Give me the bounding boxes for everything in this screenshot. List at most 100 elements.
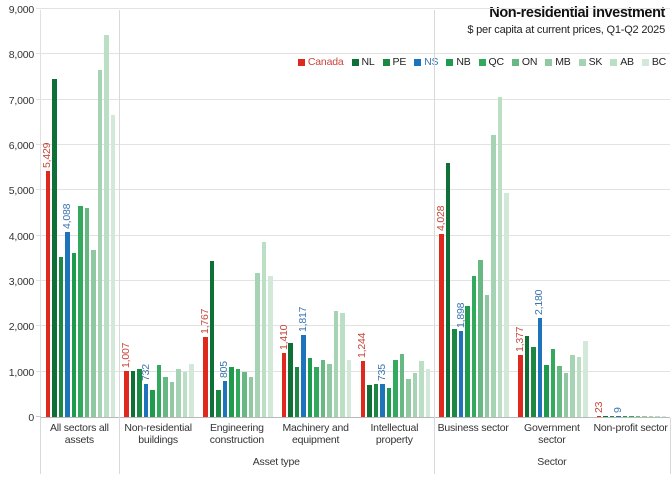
legend-item-qc: QC xyxy=(478,56,504,68)
legend: Canada NL PE NS NB QC ON MB SK AB BC xyxy=(297,56,666,68)
bar-mb xyxy=(406,379,411,417)
legend-item-nb: NB xyxy=(446,56,471,68)
gridline xyxy=(36,234,670,236)
legend-label: AB xyxy=(620,56,634,68)
gridline xyxy=(36,325,670,327)
bar-on xyxy=(84,207,90,417)
bar-ns xyxy=(458,330,464,417)
bar-slot xyxy=(406,10,411,417)
bar-nb xyxy=(71,252,77,417)
bar-slot: 1,817 xyxy=(297,10,309,417)
legend-label: PE xyxy=(392,56,407,68)
bar-canada xyxy=(360,360,366,417)
bar-sk xyxy=(176,368,181,417)
category-label: Non-residential buildings xyxy=(124,422,192,446)
legend-item-nl: NL xyxy=(351,56,375,68)
gridline xyxy=(36,8,670,9)
bar-slot: 9 xyxy=(612,10,624,417)
bar-slot: 805 xyxy=(218,10,230,417)
bar-slot xyxy=(399,10,405,417)
legend-item-ns: NS xyxy=(414,56,439,68)
bar-nl xyxy=(288,343,293,417)
category-label: Non-profit sector xyxy=(593,422,668,434)
bar-sk xyxy=(333,311,339,417)
bar-slot xyxy=(497,10,503,417)
category-label: All sectors all assets xyxy=(49,422,109,446)
legend-swatch xyxy=(578,58,586,66)
bar-slot: 2,180 xyxy=(533,10,545,417)
bar-mb xyxy=(327,363,332,417)
bar-slot: 23 xyxy=(593,10,605,417)
bar-slot xyxy=(386,10,392,417)
bar-slot xyxy=(235,10,241,417)
bar-slot xyxy=(603,10,608,417)
bar-bc xyxy=(504,192,509,417)
bar-slot: 1,410 xyxy=(278,10,290,417)
legend-item-on: ON xyxy=(511,56,538,68)
bar-slot xyxy=(412,10,418,417)
bar-ab xyxy=(655,416,660,417)
bar-slot xyxy=(550,10,556,417)
y-tick-label: 5,000 xyxy=(8,185,34,198)
category-label: Intellectual property xyxy=(370,422,419,446)
bar-pe xyxy=(609,416,615,417)
bar-slot xyxy=(327,10,332,417)
bar-slot xyxy=(346,10,352,417)
gridline xyxy=(36,98,670,100)
bar-ab xyxy=(497,97,503,417)
legend-item-bc: BC xyxy=(641,56,666,68)
y-tick-label: 9,000 xyxy=(8,4,34,16)
bar-qc xyxy=(314,366,319,417)
bar-qc xyxy=(471,275,477,417)
bar-slot xyxy=(84,10,90,417)
legend-label: ON xyxy=(521,56,538,68)
bar-qc xyxy=(156,364,162,417)
bar-bc xyxy=(189,363,194,417)
gridline xyxy=(36,280,670,281)
category-label: Machinery and equipment xyxy=(282,422,349,446)
bar-slot xyxy=(242,10,247,417)
bar-group: 1,244 735 xyxy=(356,10,435,417)
bar-slot xyxy=(373,10,379,417)
bar-group: 1,410 1,817 xyxy=(277,10,356,417)
bar-canada xyxy=(439,234,444,417)
bar-slot: 735 xyxy=(376,10,388,417)
bar-slot xyxy=(524,10,530,417)
bar-nb xyxy=(544,365,549,417)
bar-canada xyxy=(203,336,208,417)
bar-slot xyxy=(333,10,339,417)
bar-nl xyxy=(524,335,530,417)
bar-bc xyxy=(661,416,667,417)
section-label: Asset type xyxy=(252,456,300,468)
legend-label: MB xyxy=(555,56,571,68)
legend-swatch xyxy=(297,58,305,66)
legend-swatch xyxy=(610,58,618,66)
bar-canada xyxy=(596,415,602,417)
y-tick-label: 0 xyxy=(28,412,34,424)
bar-slot: 1,767 xyxy=(199,10,211,417)
bar-slot xyxy=(52,10,57,417)
bar-ns xyxy=(537,318,543,417)
legend-swatch xyxy=(511,58,519,66)
bar-nb xyxy=(622,416,628,417)
bar-slot: 1,244 xyxy=(356,10,368,417)
bar-slot xyxy=(452,10,457,417)
bar-pe xyxy=(137,369,142,417)
bar-on xyxy=(635,416,641,417)
bar-nl xyxy=(445,163,451,417)
bar-ns xyxy=(65,231,70,417)
bar-slot xyxy=(110,10,116,417)
bar-slot xyxy=(307,10,313,417)
bar-on xyxy=(557,365,562,417)
bar-bc xyxy=(110,115,116,417)
bar-sk xyxy=(97,70,103,417)
bar-slot xyxy=(471,10,477,417)
bar-nb xyxy=(307,358,313,417)
bar-slot xyxy=(563,10,569,417)
legend-label: NS xyxy=(424,56,439,68)
bar-slot xyxy=(393,10,398,417)
bar-slot xyxy=(340,10,345,417)
bar-slot xyxy=(229,10,234,417)
bar-nb xyxy=(229,366,234,417)
